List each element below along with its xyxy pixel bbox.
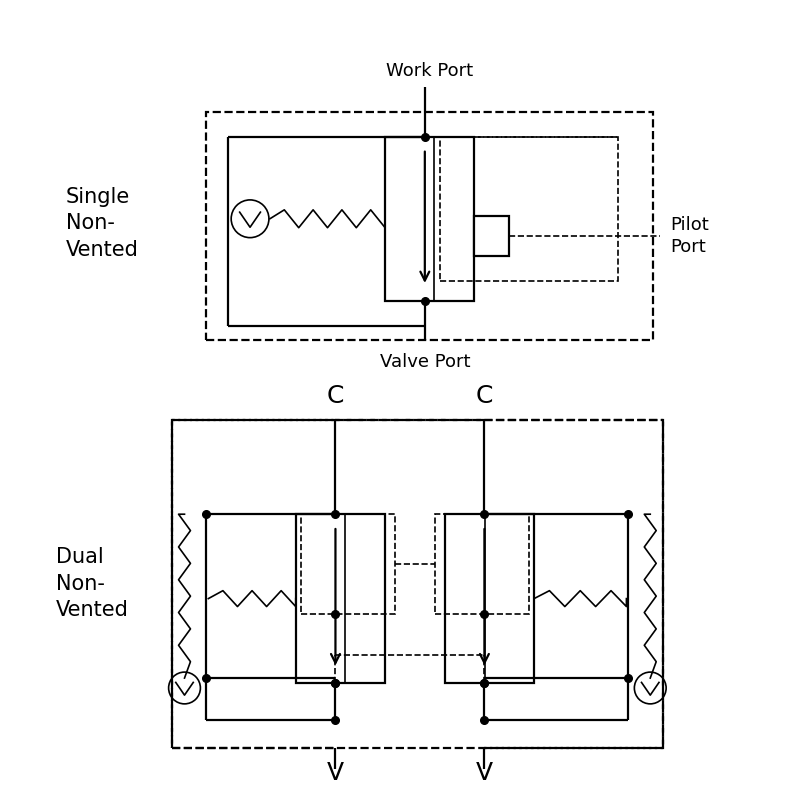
Bar	[474, 216, 510, 256]
Bar	[385, 137, 474, 301]
Bar	[440, 137, 618, 281]
Bar	[296, 514, 385, 683]
Bar	[445, 514, 534, 683]
Text: Work Port: Work Port	[386, 62, 474, 80]
Bar	[171, 420, 663, 747]
Text: Single
Non-
Vented: Single Non- Vented	[66, 187, 138, 260]
Bar	[206, 112, 654, 341]
Text: C: C	[326, 384, 344, 408]
Text: Dual
Non-
Vented: Dual Non- Vented	[56, 547, 129, 620]
Bar	[434, 514, 529, 614]
Text: Pilot
Port: Pilot Port	[670, 216, 709, 256]
Text: Valve Port: Valve Port	[379, 354, 470, 371]
Text: V: V	[327, 762, 344, 786]
Text: V: V	[476, 762, 493, 786]
Bar	[301, 514, 395, 614]
Text: C: C	[476, 384, 493, 408]
